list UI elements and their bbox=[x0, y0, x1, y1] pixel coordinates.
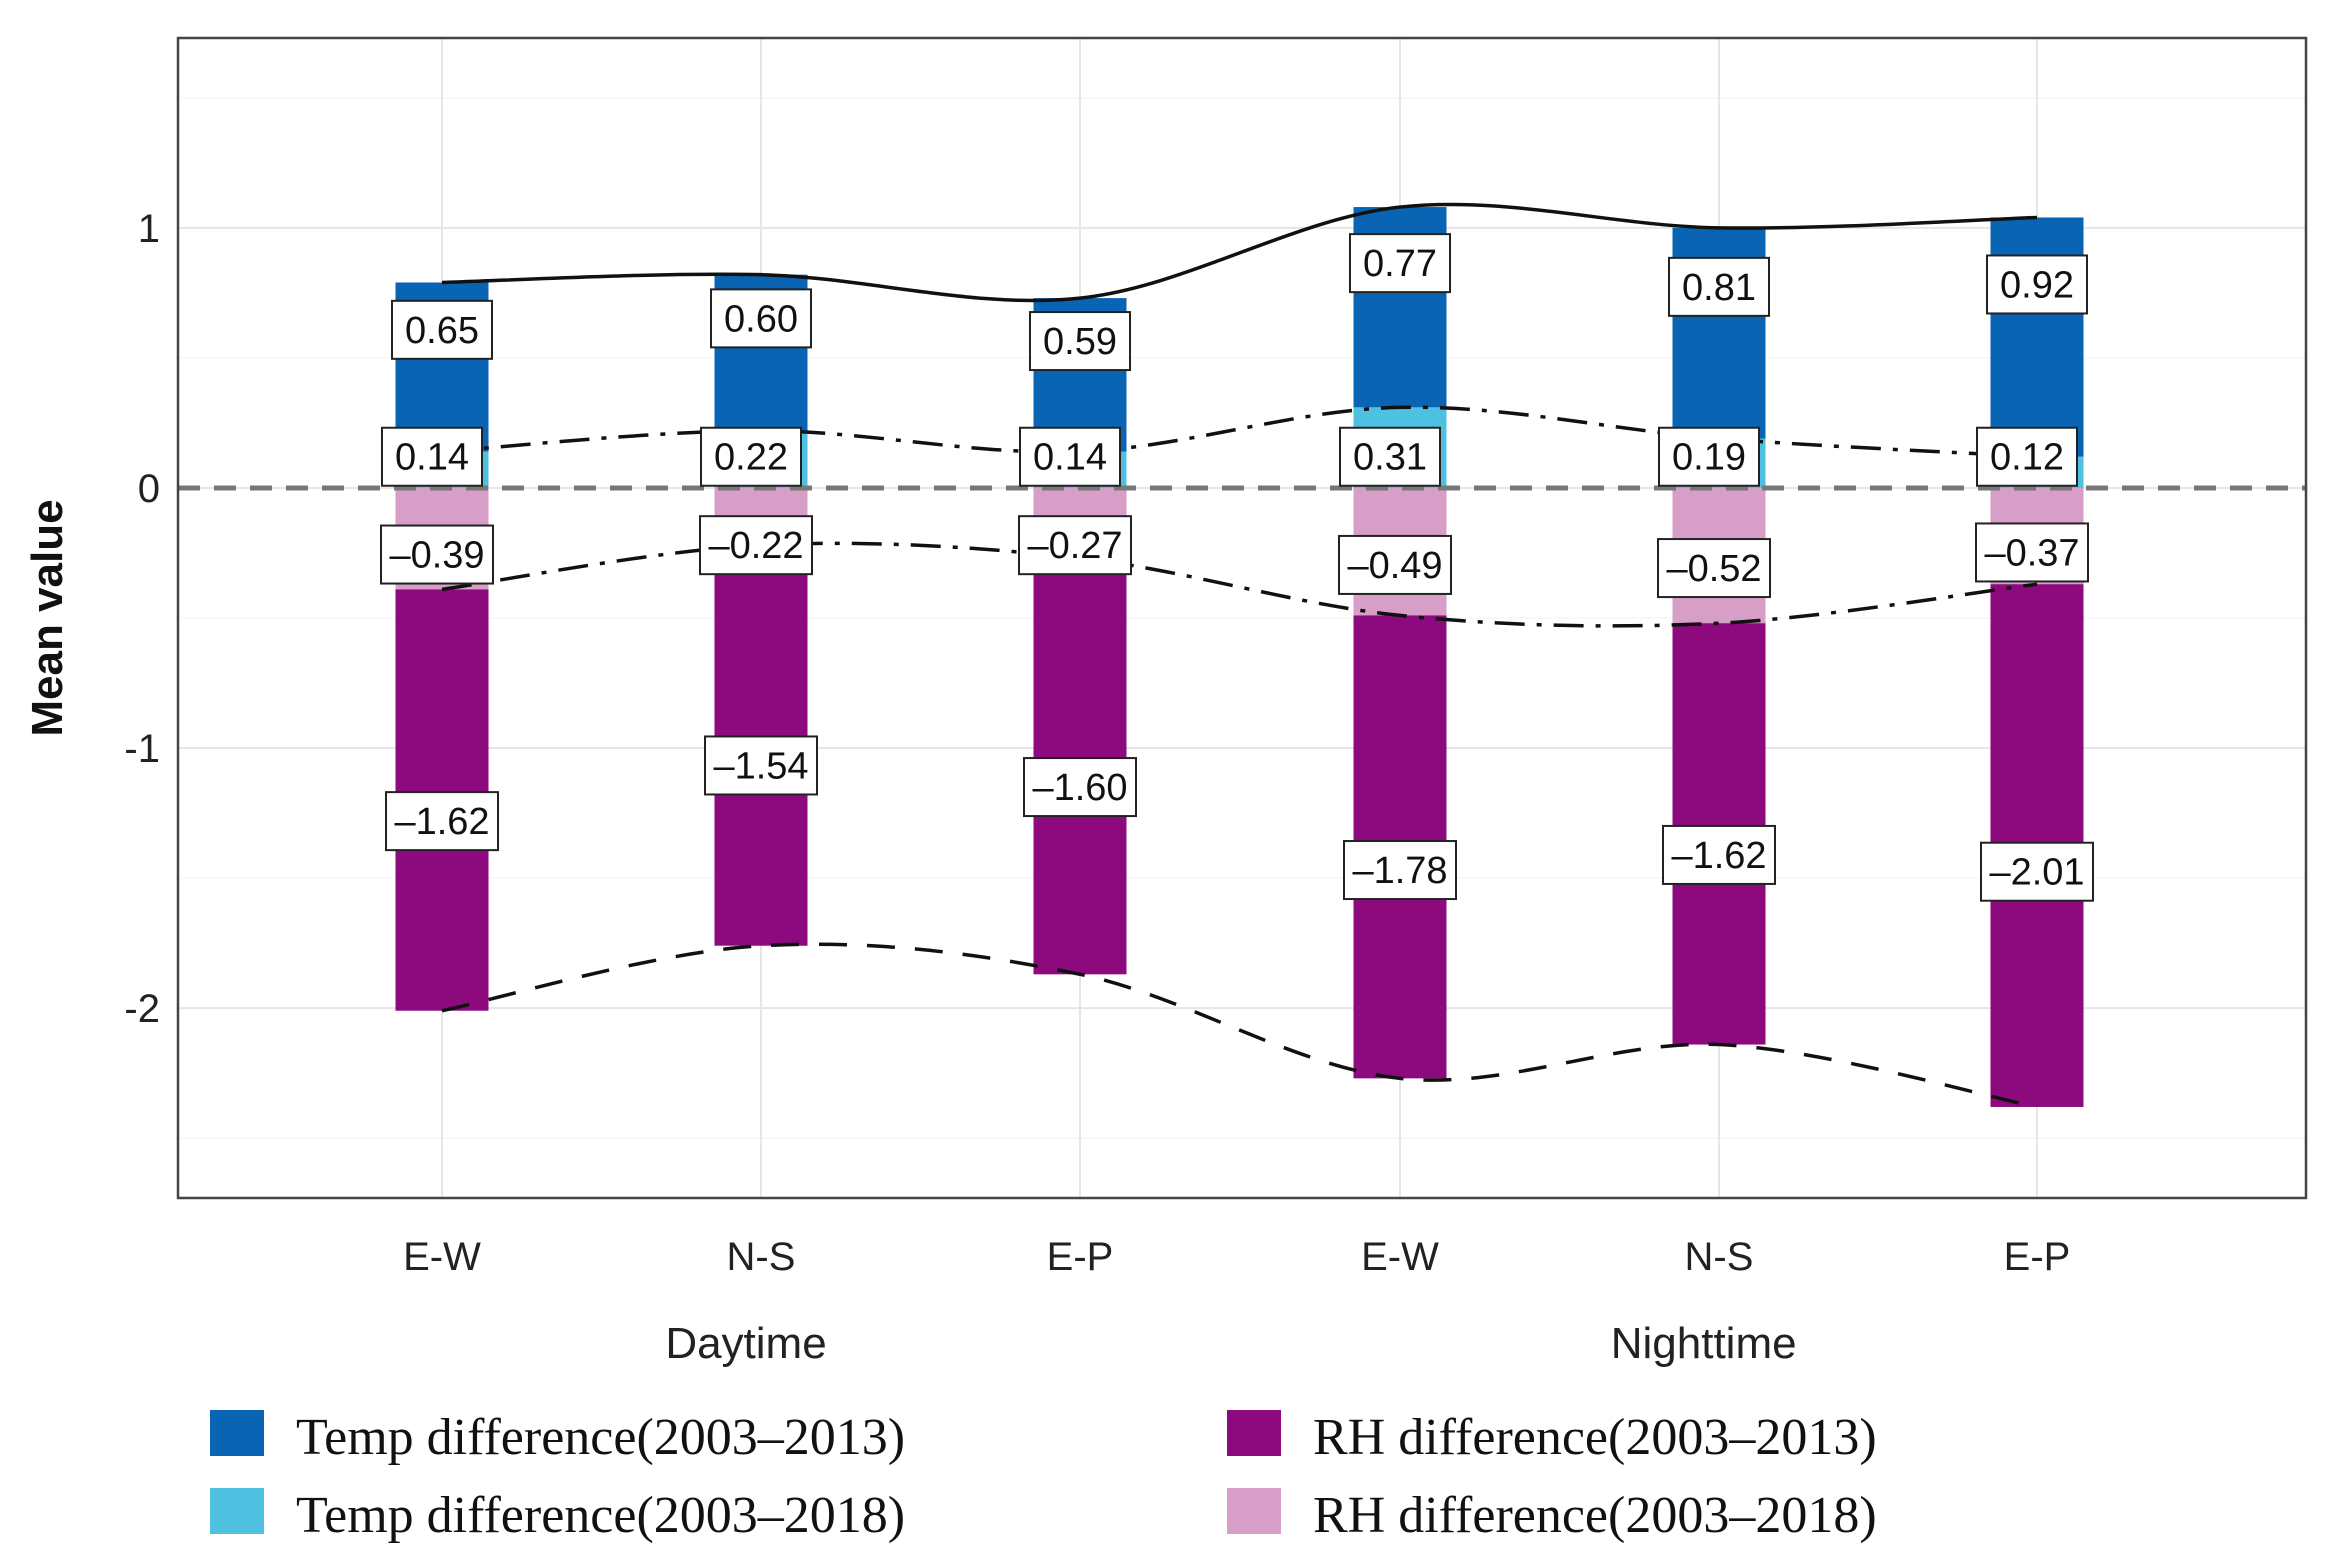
curve-rh-2003-2018 bbox=[441, 541, 2038, 628]
data-label-rh-2003-2018-box bbox=[380, 524, 494, 585]
data-label-temp-2003-2013-box bbox=[1029, 311, 1131, 372]
data-label-rh-2003-2018-box bbox=[1338, 534, 1452, 595]
data-label-temp-2003-2013: 0.59 bbox=[1043, 321, 1117, 363]
legend-label: Temp difference(2003–2018) bbox=[296, 1487, 905, 1544]
data-label-temp-2003-2018-box bbox=[1976, 426, 2078, 487]
data-label-rh-2003-2013: –1.54 bbox=[713, 745, 808, 787]
data-label-rh-2003-2018: –0.22 bbox=[708, 525, 803, 567]
data-label-rh-2003-2018-box bbox=[1975, 522, 2089, 583]
data-label-temp-2003-2013-box bbox=[1349, 233, 1451, 294]
bar-temp-2003-2013 bbox=[1990, 217, 2084, 457]
data-label-rh-2003-2013-box bbox=[1023, 757, 1137, 818]
legend: Temp difference(2003–2013) Temp differenc… bbox=[210, 1409, 1877, 1544]
data-label-temp-2003-2018: 0.19 bbox=[1672, 437, 1746, 479]
data-label-temp-2003-2013-box bbox=[391, 299, 493, 360]
x-tick-label: E-P bbox=[2004, 1235, 2071, 1279]
x-tick-label: E-W bbox=[1361, 1235, 1439, 1279]
data-label-temp-2003-2013: 0.77 bbox=[1363, 243, 1437, 285]
data-label-rh-2003-2013-box bbox=[1343, 840, 1457, 901]
data-label-temp-2003-2018: 0.22 bbox=[714, 437, 788, 479]
y-tick-label: 1 bbox=[138, 207, 160, 251]
data-label-rh-2003-2018-box bbox=[1657, 538, 1771, 599]
data-label-temp-2003-2013: 0.65 bbox=[405, 310, 479, 352]
legend-label: Temp difference(2003–2013) bbox=[296, 1409, 905, 1466]
legend-swatch bbox=[210, 1488, 264, 1534]
data-label-temp-2003-2013: 0.81 bbox=[1682, 267, 1756, 309]
x-tick-label: N-S bbox=[1685, 1235, 1754, 1279]
data-label-temp-2003-2013-box bbox=[1668, 256, 1770, 317]
curve-temp-total bbox=[441, 202, 2038, 303]
data-label-rh-2003-2013-box bbox=[1980, 841, 2094, 902]
gridlines bbox=[178, 38, 2306, 1198]
x-axis-ticks: E-W N-S E-P E-W N-S E-P bbox=[403, 1235, 2070, 1279]
data-label-rh-2003-2013-box bbox=[704, 735, 818, 796]
y-tick-label: 0 bbox=[138, 467, 160, 511]
legend-swatch bbox=[210, 1410, 264, 1456]
y-tick-label: -1 bbox=[124, 727, 160, 771]
data-label-temp-2003-2018: 0.31 bbox=[1353, 437, 1427, 479]
data-label-temp-2003-2013-box bbox=[710, 288, 812, 349]
legend-swatch bbox=[1227, 1410, 1281, 1456]
data-label-rh-2003-2018: –0.39 bbox=[389, 535, 484, 577]
plot-frame bbox=[176, 36, 2308, 1200]
curve-temp-2003-2018 bbox=[441, 405, 2038, 459]
data-label-temp-2003-2018: 0.14 bbox=[395, 437, 469, 479]
data-label-temp-2003-2018-box bbox=[1339, 426, 1441, 487]
legend-label: RH difference(2003–2018) bbox=[1313, 1487, 1877, 1544]
data-label-rh-2003-2013: –1.78 bbox=[1352, 850, 1447, 892]
legend-swatch bbox=[1227, 1488, 1281, 1534]
data-label-temp-2003-2018-box bbox=[700, 426, 802, 487]
legend-label: RH difference(2003–2013) bbox=[1313, 1409, 1877, 1466]
y-axis-ticks: 1 0 -1 -2 bbox=[124, 207, 160, 1031]
x-tick-label: E-W bbox=[403, 1235, 481, 1279]
data-label-rh-2003-2018-box bbox=[1018, 515, 1132, 576]
data-label-temp-2003-2013: 0.92 bbox=[2000, 264, 2074, 306]
data-label-temp-2003-2013: 0.60 bbox=[724, 298, 798, 340]
trend-curves bbox=[441, 202, 2038, 1109]
y-tick-label: -2 bbox=[124, 987, 160, 1031]
x-tick-label: E-P bbox=[1047, 1235, 1114, 1279]
data-label-temp-2003-2018-box bbox=[381, 426, 483, 487]
data-label-rh-2003-2018: –0.37 bbox=[1984, 532, 2079, 574]
group-label: Daytime bbox=[665, 1319, 826, 1368]
data-label-rh-2003-2013-box bbox=[385, 791, 499, 852]
data-label-rh-2003-2013: –1.60 bbox=[1032, 767, 1127, 809]
data-label-rh-2003-2018: –0.49 bbox=[1347, 545, 1442, 587]
data-label-rh-2003-2013: –1.62 bbox=[1671, 835, 1766, 877]
data-label-rh-2003-2018: –0.27 bbox=[1027, 525, 1122, 567]
data-label-temp-2003-2018: 0.12 bbox=[1990, 437, 2064, 479]
x-tick-label: N-S bbox=[727, 1235, 796, 1279]
data-label-temp-2003-2018-box bbox=[1658, 426, 1760, 487]
data-label-temp-2003-2018-box bbox=[1019, 426, 1121, 487]
data-label-rh-2003-2018-box bbox=[699, 515, 813, 576]
x-axis-groups: Daytime Nighttime bbox=[665, 1319, 1796, 1368]
curve-rh-total bbox=[441, 942, 2038, 1109]
data-label-rh-2003-2013-box bbox=[1662, 824, 1776, 885]
data-label-rh-2003-2013: –2.01 bbox=[1989, 852, 2084, 894]
data-label-rh-2003-2018: –0.52 bbox=[1666, 548, 1761, 590]
data-labels: 0.65 0.14 –0.39 –1.62 0.60 0.22 –0.22 –1.54 0.59… bbox=[380, 233, 2094, 902]
group-label: Nighttime bbox=[1611, 1319, 1797, 1368]
data-label-rh-2003-2013: –1.62 bbox=[394, 801, 489, 843]
y-axis-title: Mean value bbox=[23, 499, 72, 736]
data-label-temp-2003-2013-box bbox=[1986, 254, 2088, 315]
bars bbox=[395, 207, 2084, 1107]
data-label-temp-2003-2018: 0.14 bbox=[1033, 437, 1107, 479]
